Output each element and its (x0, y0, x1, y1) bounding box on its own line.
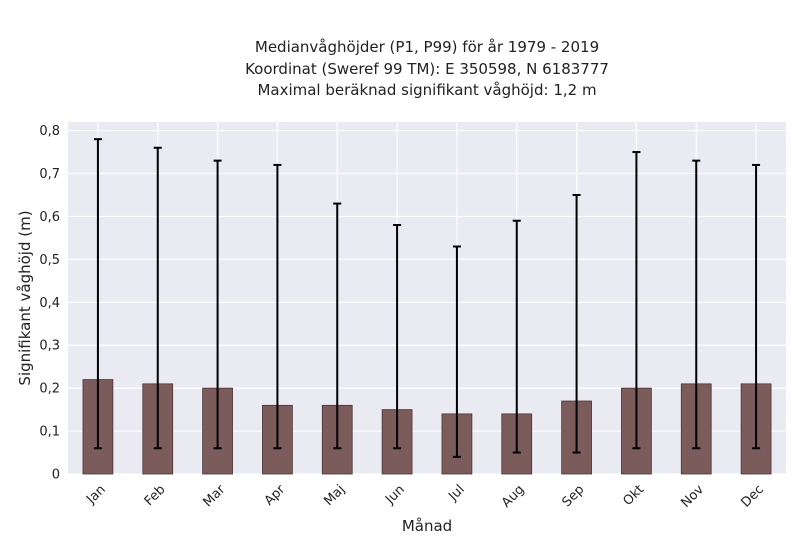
error-bar-nov (692, 159, 701, 450)
error-bar-dec (752, 163, 761, 450)
x-tick-label: Maj (321, 482, 348, 509)
error-bar-feb (153, 146, 162, 450)
error-bar-aug (512, 219, 521, 454)
error-bar-jun (393, 224, 402, 450)
x-tick-label: Aug (499, 482, 528, 511)
error-bar-jan (93, 138, 102, 450)
x-tick-label: Dec (739, 482, 767, 510)
y-tick-label: 0,3 (39, 339, 60, 354)
error-bar-sep (572, 193, 581, 454)
chart-title-line-2: Koordinat (Sweref 99 TM): E 350598, N 61… (245, 60, 609, 78)
y-axis-ticks: 0 0,1 0,2 0,3 0,4 0,5 0,6 0,7 0,8 (39, 124, 60, 482)
plot-area (68, 122, 786, 474)
error-bar-maj (333, 202, 342, 450)
y-tick-label: 0,4 (39, 296, 60, 311)
y-tick-label: 0,1 (39, 425, 60, 440)
x-tick-label: Jul (445, 482, 467, 504)
y-tick-label: 0,8 (39, 124, 60, 139)
error-bar-jul (452, 245, 461, 458)
y-tick-label: 0,7 (39, 167, 60, 182)
x-tick-label: Sep (559, 482, 587, 510)
error-bar-mar (213, 159, 222, 450)
y-tick-label: 0,2 (39, 382, 60, 397)
x-tick-label: Mar (200, 482, 228, 510)
x-tick-label: Jan (83, 482, 108, 507)
y-axis-label: Signifikant våghöjd (m) (16, 210, 34, 385)
x-axis-ticks: Jan Feb Mar Apr Maj Jun Jul Aug Sep Okt Nov Dec (83, 482, 767, 511)
y-tick-label: 0,5 (39, 253, 60, 268)
chart-title-line-3: Maximal beräknad signifikant våghöjd: 1,… (257, 81, 596, 99)
x-tick-label: Jun (382, 482, 408, 508)
x-tick-label: Okt (620, 482, 647, 509)
x-tick-label: Apr (262, 482, 289, 509)
x-axis-label: Månad (402, 517, 452, 535)
chart-title-line-1: Medianvåghöjder (P1, P99) för år 1979 - … (255, 38, 599, 56)
error-bar-apr (273, 163, 282, 450)
x-tick-label: Nov (679, 482, 708, 511)
error-bars (93, 138, 761, 458)
x-tick-label: Feb (142, 482, 169, 509)
y-tick-label: 0 (52, 468, 60, 483)
error-bar-okt (632, 151, 641, 450)
y-tick-label: 0,6 (39, 210, 60, 225)
